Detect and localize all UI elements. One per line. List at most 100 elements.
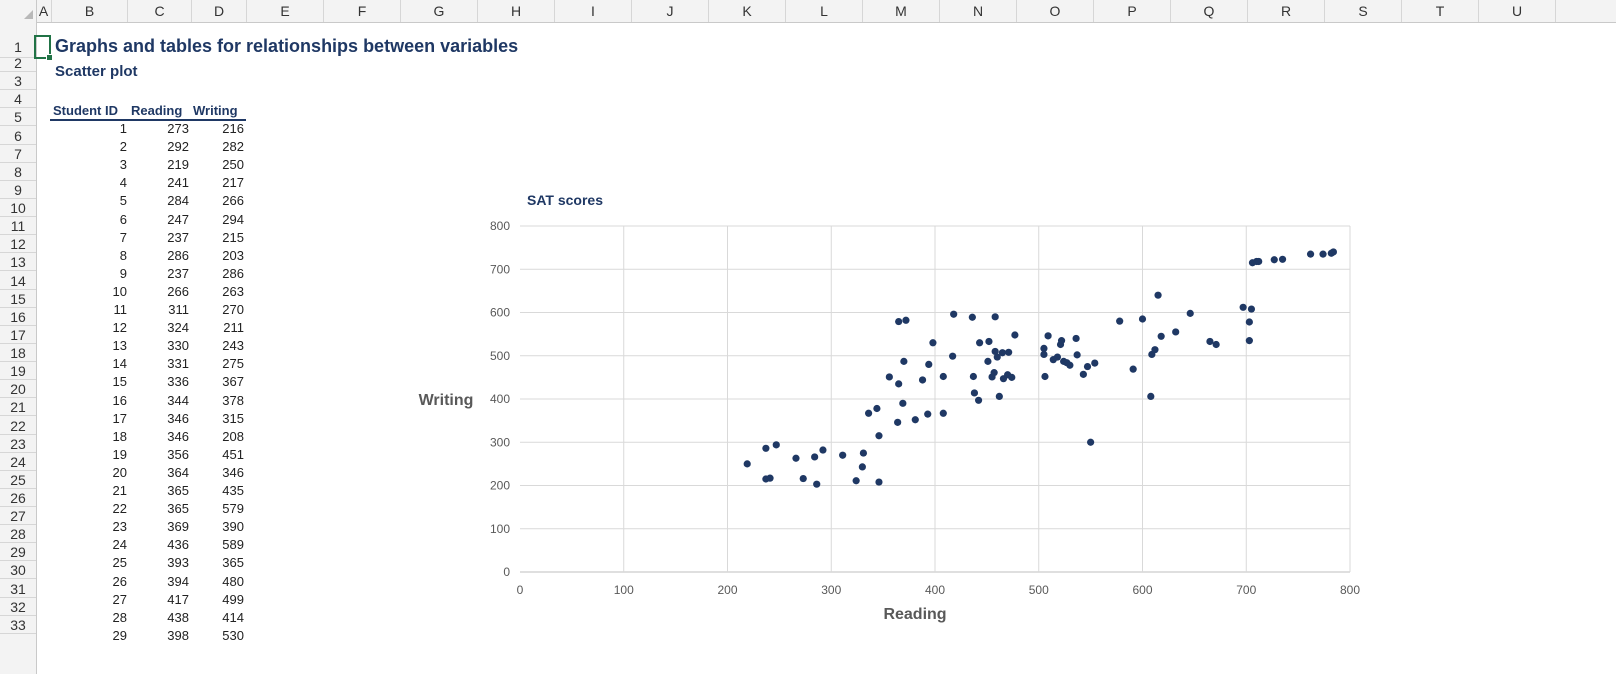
cell-student-id[interactable]: 5: [119, 193, 127, 209]
column-header-q[interactable]: Q: [1171, 0, 1248, 22]
cell-student-id[interactable]: 12: [112, 320, 127, 336]
cell-writing[interactable]: 499: [222, 591, 244, 607]
cell-writing[interactable]: 208: [222, 428, 244, 444]
cell-reading[interactable]: 417: [167, 591, 189, 607]
cell-writing[interactable]: 346: [222, 464, 244, 480]
cell-student-id[interactable]: 24: [112, 537, 127, 553]
cell-writing[interactable]: 315: [222, 410, 244, 426]
active-cell-selection[interactable]: [34, 35, 53, 61]
row-header-16[interactable]: 16: [0, 308, 36, 326]
row-header-19[interactable]: 19: [0, 362, 36, 381]
cell-writing[interactable]: 216: [222, 121, 244, 136]
cell-writing[interactable]: 435: [222, 483, 244, 498]
column-header-j[interactable]: J: [632, 0, 709, 22]
row-header-23[interactable]: 23: [0, 435, 36, 453]
row-header-6[interactable]: 6: [0, 127, 36, 145]
cell-writing[interactable]: 217: [222, 175, 244, 191]
cell-writing[interactable]: 243: [222, 338, 244, 354]
column-header-m[interactable]: M: [863, 0, 940, 22]
cell-reading[interactable]: 365: [167, 501, 189, 517]
cell-writing[interactable]: 275: [222, 356, 244, 372]
cell-reading[interactable]: 330: [167, 338, 189, 354]
cell-student-id[interactable]: 9: [119, 265, 127, 281]
row-header-27[interactable]: 27: [0, 507, 36, 526]
cell-reading[interactable]: 247: [167, 211, 189, 227]
row-header-1[interactable]: 1: [0, 36, 36, 58]
column-header-l[interactable]: L: [786, 0, 863, 22]
cell-reading[interactable]: 336: [167, 374, 189, 390]
cell-reading[interactable]: 237: [167, 229, 189, 245]
row-header-33[interactable]: 33: [0, 616, 36, 634]
cell-student-id[interactable]: 13: [112, 338, 127, 354]
cell-writing[interactable]: 250: [222, 157, 244, 173]
row-header-7[interactable]: 7: [0, 145, 36, 163]
cell-reading[interactable]: 394: [167, 573, 189, 589]
cell-writing[interactable]: 270: [222, 302, 244, 317]
cell-reading[interactable]: 364: [167, 464, 189, 480]
column-header-o[interactable]: O: [1017, 0, 1094, 22]
row-header-28[interactable]: 28: [0, 525, 36, 544]
cell-reading[interactable]: 344: [167, 392, 189, 408]
row-header-22[interactable]: 22: [0, 417, 36, 435]
cell-reading[interactable]: 219: [167, 157, 189, 173]
select-all-corner[interactable]: [0, 0, 37, 22]
row-header-10[interactable]: 10: [0, 199, 36, 218]
cell-student-id[interactable]: 28: [112, 609, 127, 625]
cell-writing[interactable]: 579: [222, 501, 244, 517]
column-header-p[interactable]: P: [1094, 0, 1171, 22]
column-header-r[interactable]: R: [1248, 0, 1325, 22]
column-header-s[interactable]: S: [1325, 0, 1402, 22]
column-header-d[interactable]: D: [192, 0, 247, 22]
cell-writing[interactable]: 480: [222, 573, 244, 589]
cell-student-id[interactable]: 4: [119, 175, 127, 191]
fill-handle[interactable]: [46, 54, 53, 61]
column-header-u[interactable]: U: [1479, 0, 1556, 22]
row-header-30[interactable]: 30: [0, 561, 36, 580]
cell-reading[interactable]: 393: [167, 555, 189, 571]
row-header-4[interactable]: 4: [0, 90, 36, 109]
cell-student-id[interactable]: 17: [112, 410, 127, 426]
row-header-17[interactable]: 17: [0, 326, 36, 344]
cell-reading[interactable]: 237: [167, 265, 189, 281]
column-header-i[interactable]: I: [555, 0, 632, 22]
cell-writing[interactable]: 451: [222, 446, 244, 462]
row-header-32[interactable]: 32: [0, 598, 36, 616]
row-header-31[interactable]: 31: [0, 580, 36, 598]
cell-reading[interactable]: 311: [168, 302, 189, 317]
column-header-b[interactable]: B: [52, 0, 128, 22]
row-header-13[interactable]: 13: [0, 253, 36, 272]
cell-reading[interactable]: 356: [167, 446, 189, 462]
column-header-t[interactable]: T: [1402, 0, 1479, 22]
column-header-g[interactable]: G: [401, 0, 478, 22]
row-header-12[interactable]: 12: [0, 235, 36, 254]
cell-writing[interactable]: 282: [222, 139, 244, 155]
row-header-11[interactable]: 11: [0, 217, 36, 236]
cell-reading[interactable]: 286: [167, 247, 189, 263]
column-header-n[interactable]: N: [940, 0, 1017, 22]
cell-student-id[interactable]: 11: [113, 302, 128, 317]
row-header-2[interactable]: 2: [0, 54, 36, 73]
row-header-29[interactable]: 29: [0, 543, 36, 562]
cell-student-id[interactable]: 1: [119, 121, 127, 136]
cell-student-id[interactable]: 10: [112, 283, 127, 299]
cell-writing[interactable]: 378: [222, 392, 244, 408]
cell-student-id[interactable]: 25: [112, 555, 127, 571]
row-header-5[interactable]: 5: [0, 108, 36, 127]
cell-reading[interactable]: 346: [167, 428, 189, 444]
cell-writing[interactable]: 294: [222, 211, 244, 227]
row-header-24[interactable]: 24: [0, 453, 36, 471]
cell-reading[interactable]: 436: [167, 537, 189, 553]
header-reading[interactable]: Reading: [131, 103, 183, 118]
row-header-20[interactable]: 20: [0, 380, 36, 399]
row-header-14[interactable]: 14: [0, 272, 36, 290]
cell-writing[interactable]: 263: [222, 283, 244, 299]
cell-student-id[interactable]: 18: [112, 428, 127, 444]
cell-writing[interactable]: 414: [222, 609, 244, 625]
cell-student-id[interactable]: 27: [112, 591, 127, 607]
column-header-k[interactable]: K: [709, 0, 786, 22]
cell-reading[interactable]: 273: [167, 121, 189, 136]
cell-student-id[interactable]: 21: [112, 483, 127, 498]
column-header-h[interactable]: H: [478, 0, 555, 22]
cell-student-id[interactable]: 19: [112, 446, 127, 462]
cell-student-id[interactable]: 7: [119, 229, 127, 245]
